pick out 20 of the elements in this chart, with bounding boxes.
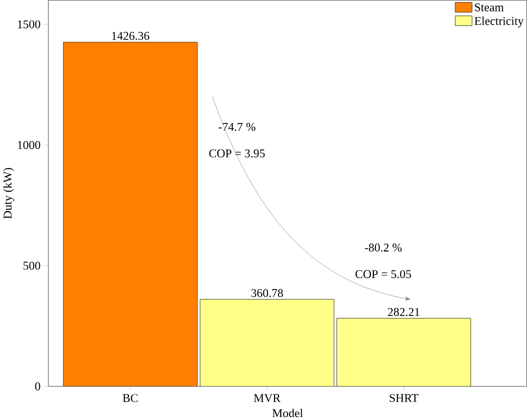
legend-label: Electricity bbox=[474, 16, 524, 28]
data-label: 360.78 bbox=[251, 288, 283, 297]
y-tick-label: 1500 bbox=[18, 20, 40, 28]
y-axis-title: Duty (kW) bbox=[3, 168, 14, 219]
x-tick-label: MVR bbox=[254, 394, 281, 402]
bar bbox=[336, 318, 471, 386]
x-axis-title: Model bbox=[272, 408, 303, 417]
bar bbox=[200, 298, 334, 386]
data-label: 1426.36 bbox=[112, 32, 150, 40]
annotation: COP = 5.05 bbox=[356, 270, 412, 278]
y-tick-label: 0 bbox=[35, 382, 40, 390]
annotation: -80.2 % bbox=[364, 243, 402, 252]
data-label: 282.21 bbox=[388, 308, 420, 316]
y-tick-label: 500 bbox=[24, 261, 40, 270]
x-tick-label: BC bbox=[122, 394, 138, 402]
annotation: -74.7 % bbox=[218, 122, 256, 131]
y-tick-label: 1000 bbox=[18, 140, 40, 149]
x-tick-label: SHRT bbox=[390, 394, 418, 402]
legend-label: Steam bbox=[475, 3, 504, 12]
annotation: COP = 3.95 bbox=[209, 149, 265, 158]
